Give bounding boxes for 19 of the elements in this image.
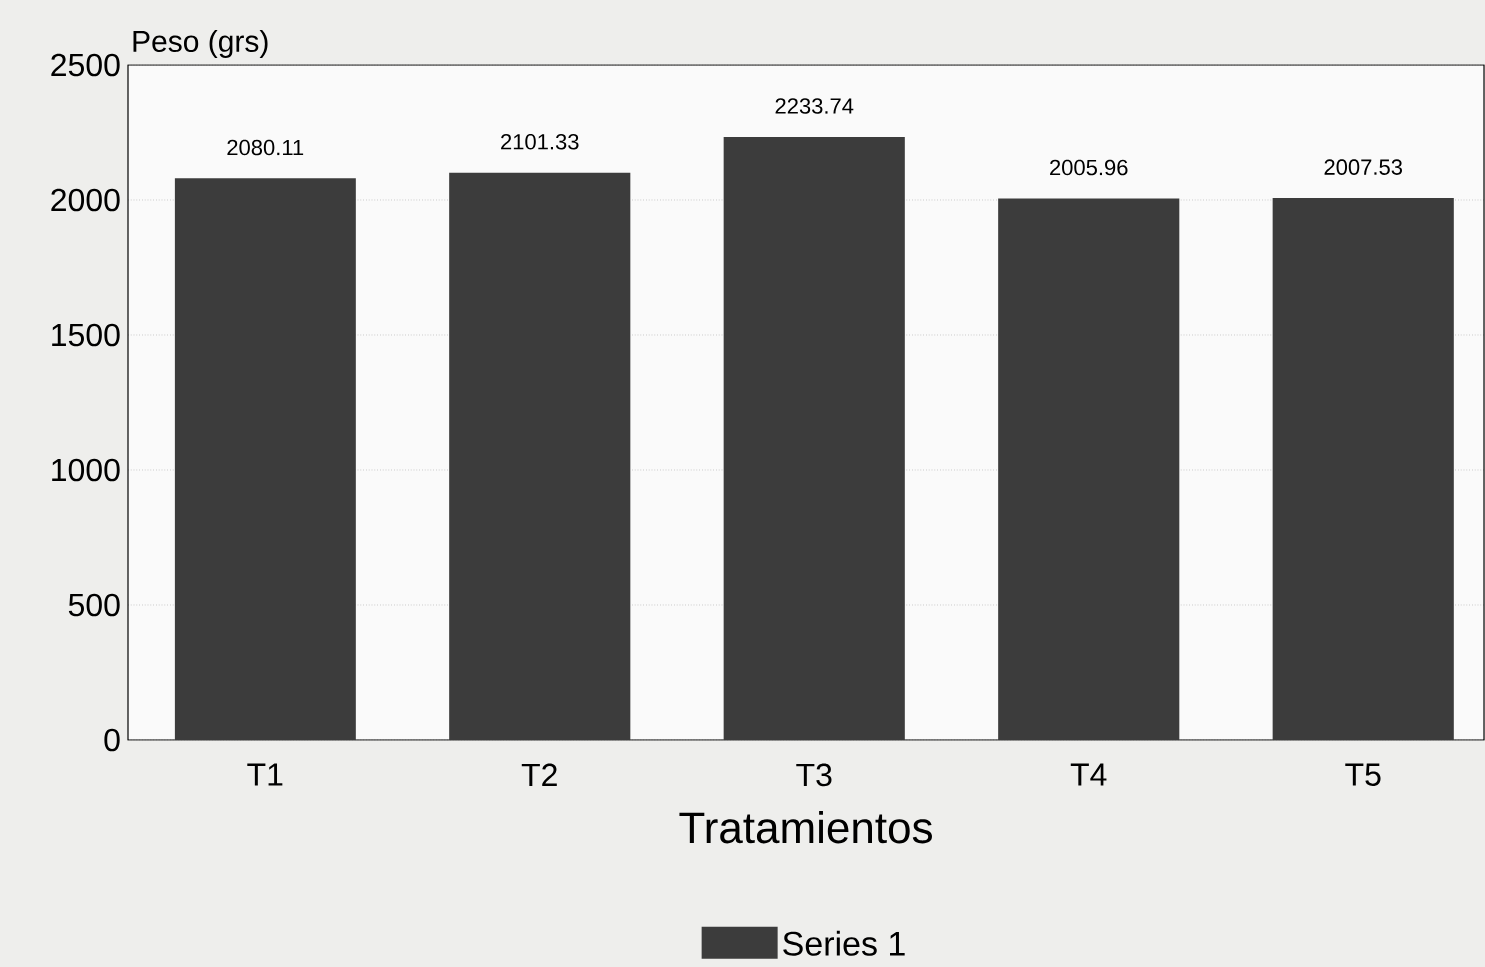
x-axis-title: Tratamientos <box>679 811 932 844</box>
x-tick-label: T4 <box>1070 763 1107 786</box>
y-tick-label: 2000 <box>51 188 120 212</box>
x-tick-label: T5 <box>1345 763 1381 786</box>
y-tick-label: 0 <box>104 728 120 752</box>
y-tick-label: 2500 <box>51 53 120 77</box>
data-label: 2005.96 <box>1050 159 1128 176</box>
data-label: 2007.53 <box>1324 159 1402 175</box>
y-axis-title: Peso (grs) <box>133 29 268 58</box>
data-label: 2080.11 <box>227 139 304 156</box>
data-label: 2101.33 <box>501 134 579 150</box>
y-tick-label: 500 <box>68 593 120 617</box>
y-tick-label: 1000 <box>52 458 120 482</box>
x-tick-label: T3 <box>796 763 832 787</box>
x-tick-label: T2 <box>521 763 557 786</box>
data-label: 2233.74 <box>775 98 854 114</box>
y-tick-label: 1500 <box>52 323 120 347</box>
x-tick-label: T1 <box>247 763 283 786</box>
legend-label: Series 1 <box>783 930 905 956</box>
